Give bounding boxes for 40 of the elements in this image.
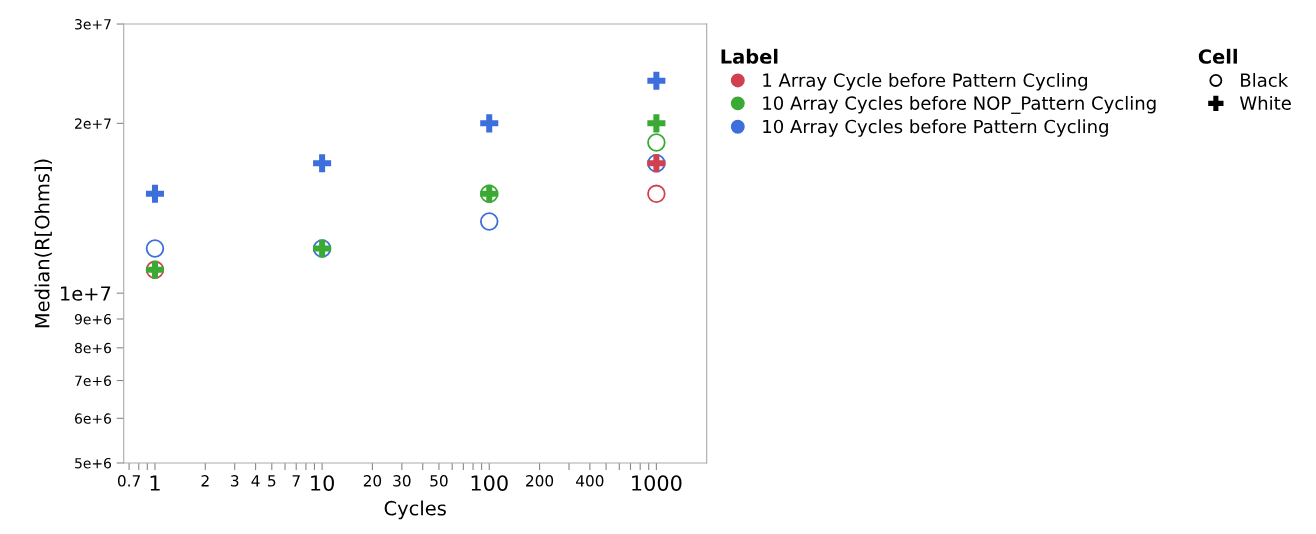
y-tick-label: 5e+6 xyxy=(75,457,112,469)
point xyxy=(145,239,165,258)
legend-title: Label xyxy=(721,48,778,64)
text: Cell xyxy=(1198,48,1237,64)
legend-label: 1 Array Cycle before Pattern Cycling xyxy=(763,73,1087,91)
x-tick-label: 1000 xyxy=(632,475,682,491)
text: White xyxy=(1239,95,1291,110)
x-tick-label: 20 xyxy=(363,475,382,487)
x-tick-label: 4 xyxy=(251,475,260,487)
x-tick-label: 0.7 xyxy=(117,475,140,487)
y-tick-label: 9e+6 xyxy=(74,313,112,325)
x-tick-label: 3 xyxy=(231,475,239,487)
y-tick-label: 8e+6 xyxy=(74,342,112,354)
y-tick-label: 3e+7 xyxy=(75,19,111,30)
legend-label: 10 Array Cycles before NOP_Pattern Cycling xyxy=(763,95,1156,114)
x-tick-label: 400 xyxy=(576,475,604,487)
x-tick-label: 5 xyxy=(268,475,276,487)
point xyxy=(480,114,499,133)
text: Black xyxy=(1241,73,1289,88)
x-tick-label: 7 xyxy=(292,475,300,487)
x-tick-label: 10 xyxy=(311,475,334,491)
legend-label: 10 Array Cycles before Pattern Cycling xyxy=(763,119,1108,137)
x-tick-label: 1 xyxy=(150,475,160,491)
y-tick-label: 6e+6 xyxy=(75,413,112,424)
y-tick-label: 1e+7 xyxy=(61,286,111,301)
point xyxy=(647,133,666,152)
point xyxy=(647,184,666,204)
x-tick-label: 2 xyxy=(201,475,209,487)
y-tick-label: 7e+6 xyxy=(75,375,112,387)
x-axis-title: Cycles xyxy=(384,500,446,520)
point xyxy=(313,154,332,173)
x-tick-label: 200 xyxy=(526,475,554,487)
point xyxy=(647,71,666,90)
point xyxy=(145,184,164,203)
x-tick-label: 30 xyxy=(393,475,411,487)
x-tick-label: 50 xyxy=(430,475,448,487)
y-axis-title: Median(R[Ohms]) xyxy=(34,159,52,328)
x-tick-label: 100 xyxy=(471,475,508,491)
point xyxy=(480,212,499,231)
y-tick-label: 2e+7 xyxy=(75,118,111,129)
